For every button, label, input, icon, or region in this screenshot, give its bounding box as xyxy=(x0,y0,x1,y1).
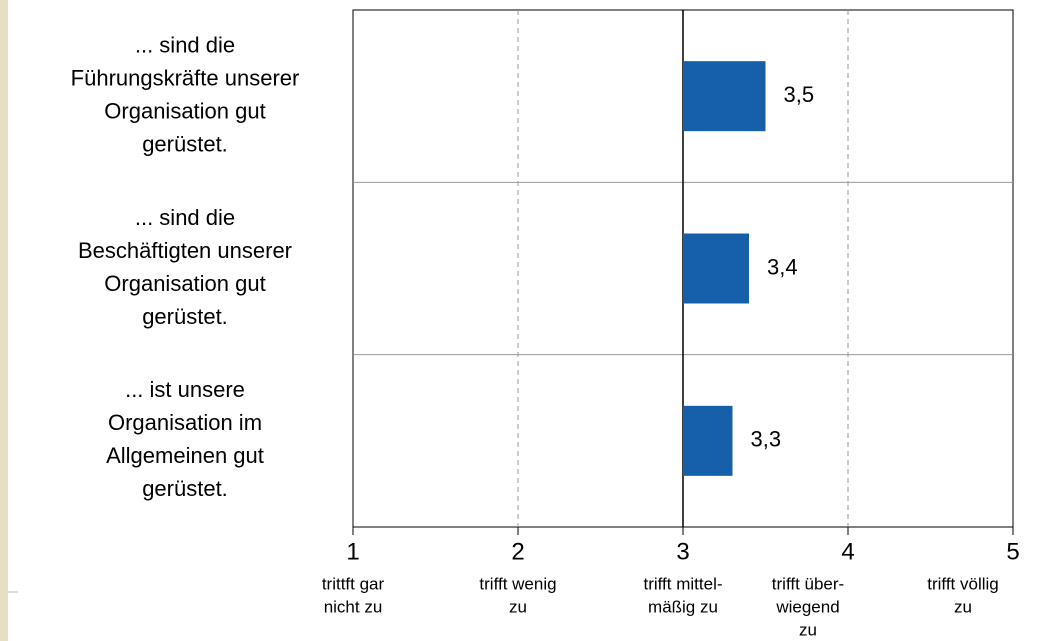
x-tick-description: zu xyxy=(954,597,972,616)
x-tick-label: 5 xyxy=(1006,538,1019,565)
category-label: Führungskräfte unserer xyxy=(71,65,300,90)
category-label: Beschäftigten unserer xyxy=(78,238,292,263)
value-label: 3,4 xyxy=(767,254,798,279)
category-label: ... ist unsere xyxy=(125,377,245,402)
category-label: Allgemeinen gut xyxy=(106,443,264,468)
bar xyxy=(683,61,766,132)
bar xyxy=(683,405,733,476)
x-tick-description: trifft über- xyxy=(772,574,844,593)
value-label: 3,3 xyxy=(751,427,782,452)
x-tick-label: 1 xyxy=(346,538,359,565)
x-tick-label: 2 xyxy=(511,538,524,565)
x-tick-description: zu xyxy=(509,597,527,616)
category-label: gerüstet. xyxy=(142,476,228,501)
x-tick-description: mäßig zu xyxy=(648,597,718,616)
bar xyxy=(683,233,749,304)
category-label: ... sind die xyxy=(135,205,235,230)
x-tick-description: trifft mittel- xyxy=(643,574,722,593)
left-strip xyxy=(0,0,8,641)
x-tick-description: wiegend xyxy=(775,597,839,616)
x-tick-description: nicht zu xyxy=(324,597,383,616)
value-label: 3,5 xyxy=(784,82,815,107)
x-tick-description: trittft gar xyxy=(322,574,385,593)
x-tick-label: 3 xyxy=(676,538,689,565)
x-tick-description: trifft völlig xyxy=(927,574,999,593)
category-label: ... sind die xyxy=(135,32,235,57)
category-label: Organisation im xyxy=(108,410,262,435)
x-tick-description: trifft wenig xyxy=(479,574,556,593)
category-label: Organisation gut xyxy=(104,98,265,123)
category-label: Organisation gut xyxy=(104,271,265,296)
category-label: gerüstet. xyxy=(142,304,228,329)
category-label: gerüstet. xyxy=(142,131,228,156)
x-tick-label: 4 xyxy=(841,538,854,565)
x-tick-description: zu xyxy=(799,620,817,639)
